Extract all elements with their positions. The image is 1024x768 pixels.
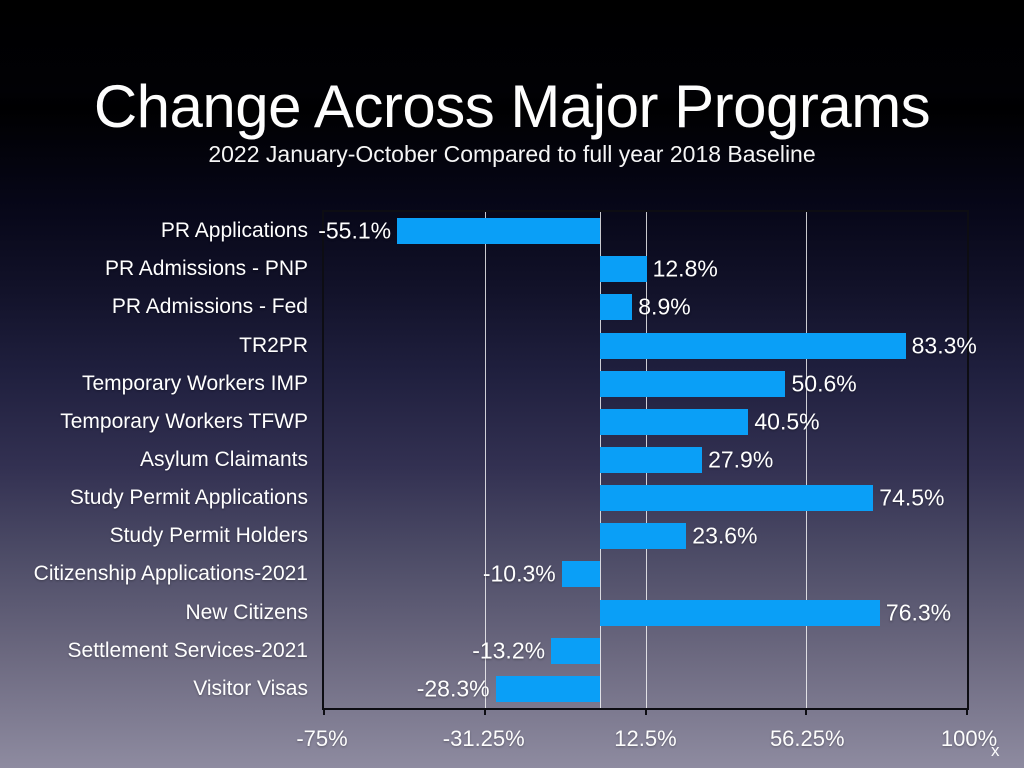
bar xyxy=(495,675,600,702)
x-tick-label: 56.25% xyxy=(769,726,845,751)
category-label: Study Permit Applications xyxy=(69,486,308,510)
chart-subtitle: 2022 January-October Compared to full ye… xyxy=(208,141,816,167)
bar xyxy=(397,218,600,245)
bar-row: TR2PR 83.3% xyxy=(239,326,977,364)
bar xyxy=(599,485,874,512)
category-label: Study Permit Holders xyxy=(109,524,308,548)
bar-row: New Citizens 76.3% xyxy=(185,594,967,632)
bar xyxy=(599,256,647,283)
bar-rows: PR Applications -55.1% PR Admissions - PNP… xyxy=(34,212,977,708)
bar xyxy=(551,637,600,664)
bar-row: Temporary Workers IMP 50.6% xyxy=(82,365,967,403)
tick-mark xyxy=(644,708,647,715)
bar xyxy=(599,294,633,321)
bar-row: PR Admissions - Fed 8.9% xyxy=(112,288,967,326)
tick-mark xyxy=(483,708,486,715)
bar-value-label: 50.6% xyxy=(791,370,857,397)
gridline xyxy=(484,212,486,708)
x-tick-label: -75% xyxy=(296,726,348,751)
plot-area: PR Applications -55.1% PR Admissions - PNP… xyxy=(34,210,977,715)
tick-mark xyxy=(805,708,808,715)
category-label: New Citizens xyxy=(185,600,308,624)
bar-value-label: -55.1% xyxy=(318,217,392,244)
bar xyxy=(561,561,600,588)
chart-title: Change Across Major Programs xyxy=(93,73,931,140)
bar xyxy=(599,370,786,397)
tick-mark xyxy=(966,708,968,715)
category-label: Settlement Services-2021 xyxy=(67,638,308,662)
bar-row: Visitor Visas -28.3% xyxy=(193,670,967,708)
bar-value-label: 74.5% xyxy=(879,484,945,511)
x-tick-label: -31.25% xyxy=(442,726,525,751)
bar-row: PR Admissions - PNP 12.8% xyxy=(105,250,967,288)
bar-value-label: 76.3% xyxy=(885,599,952,626)
bar-row: Temporary Workers TFWP 40.5% xyxy=(60,403,967,441)
x-tick-label: 12.5% xyxy=(614,726,677,751)
category-label: Temporary Workers IMP xyxy=(82,371,308,395)
bar-value-label: 23.6% xyxy=(692,522,758,549)
bar xyxy=(599,599,880,626)
x-axis-labels: -75% -31.25% 12.5% 56.25% 100% xyxy=(296,726,997,756)
bar-row: PR Applications -55.1% xyxy=(161,212,967,250)
bar-value-label: 40.5% xyxy=(754,408,820,435)
bar-value-label: -10.3% xyxy=(482,560,556,587)
category-label: PR Admissions - PNP xyxy=(104,257,308,281)
bar-row: Study Permit Applications 74.5% xyxy=(70,479,967,517)
tick-mark xyxy=(323,708,325,715)
bar-row: Study Permit Holders 23.6% xyxy=(110,517,967,555)
bar-value-label: 8.9% xyxy=(638,293,691,320)
bar xyxy=(599,408,749,435)
bar-row: Settlement Services-2021 -13.2% xyxy=(68,632,967,670)
bar-value-label: 83.3% xyxy=(911,332,977,359)
bar xyxy=(599,447,703,474)
category-label: PR Admissions - Fed xyxy=(111,295,308,319)
category-label: TR2PR xyxy=(239,333,308,357)
category-label: Asylum Claimants xyxy=(139,448,308,472)
bar-value-label: 12.8% xyxy=(652,255,718,282)
gridline xyxy=(806,212,808,708)
bar-value-label: -13.2% xyxy=(472,637,546,664)
category-label: PR Applications xyxy=(160,219,308,243)
bar-row: Asylum Claimants 27.9% xyxy=(140,441,967,479)
bar xyxy=(599,523,687,550)
bar-value-label: -28.3% xyxy=(416,675,490,702)
category-label: Visitor Visas xyxy=(193,676,308,700)
category-label: Temporary Workers TFWP xyxy=(60,409,308,433)
bar xyxy=(599,332,906,359)
bar-row: Citizenship Applications-2021 -10.3% xyxy=(34,555,967,593)
x-axis-title: x xyxy=(991,741,1000,760)
x-tick-label: 100% xyxy=(940,726,998,751)
category-label: Citizenship Applications-2021 xyxy=(33,562,308,586)
bar-value-label: 27.9% xyxy=(708,446,774,473)
